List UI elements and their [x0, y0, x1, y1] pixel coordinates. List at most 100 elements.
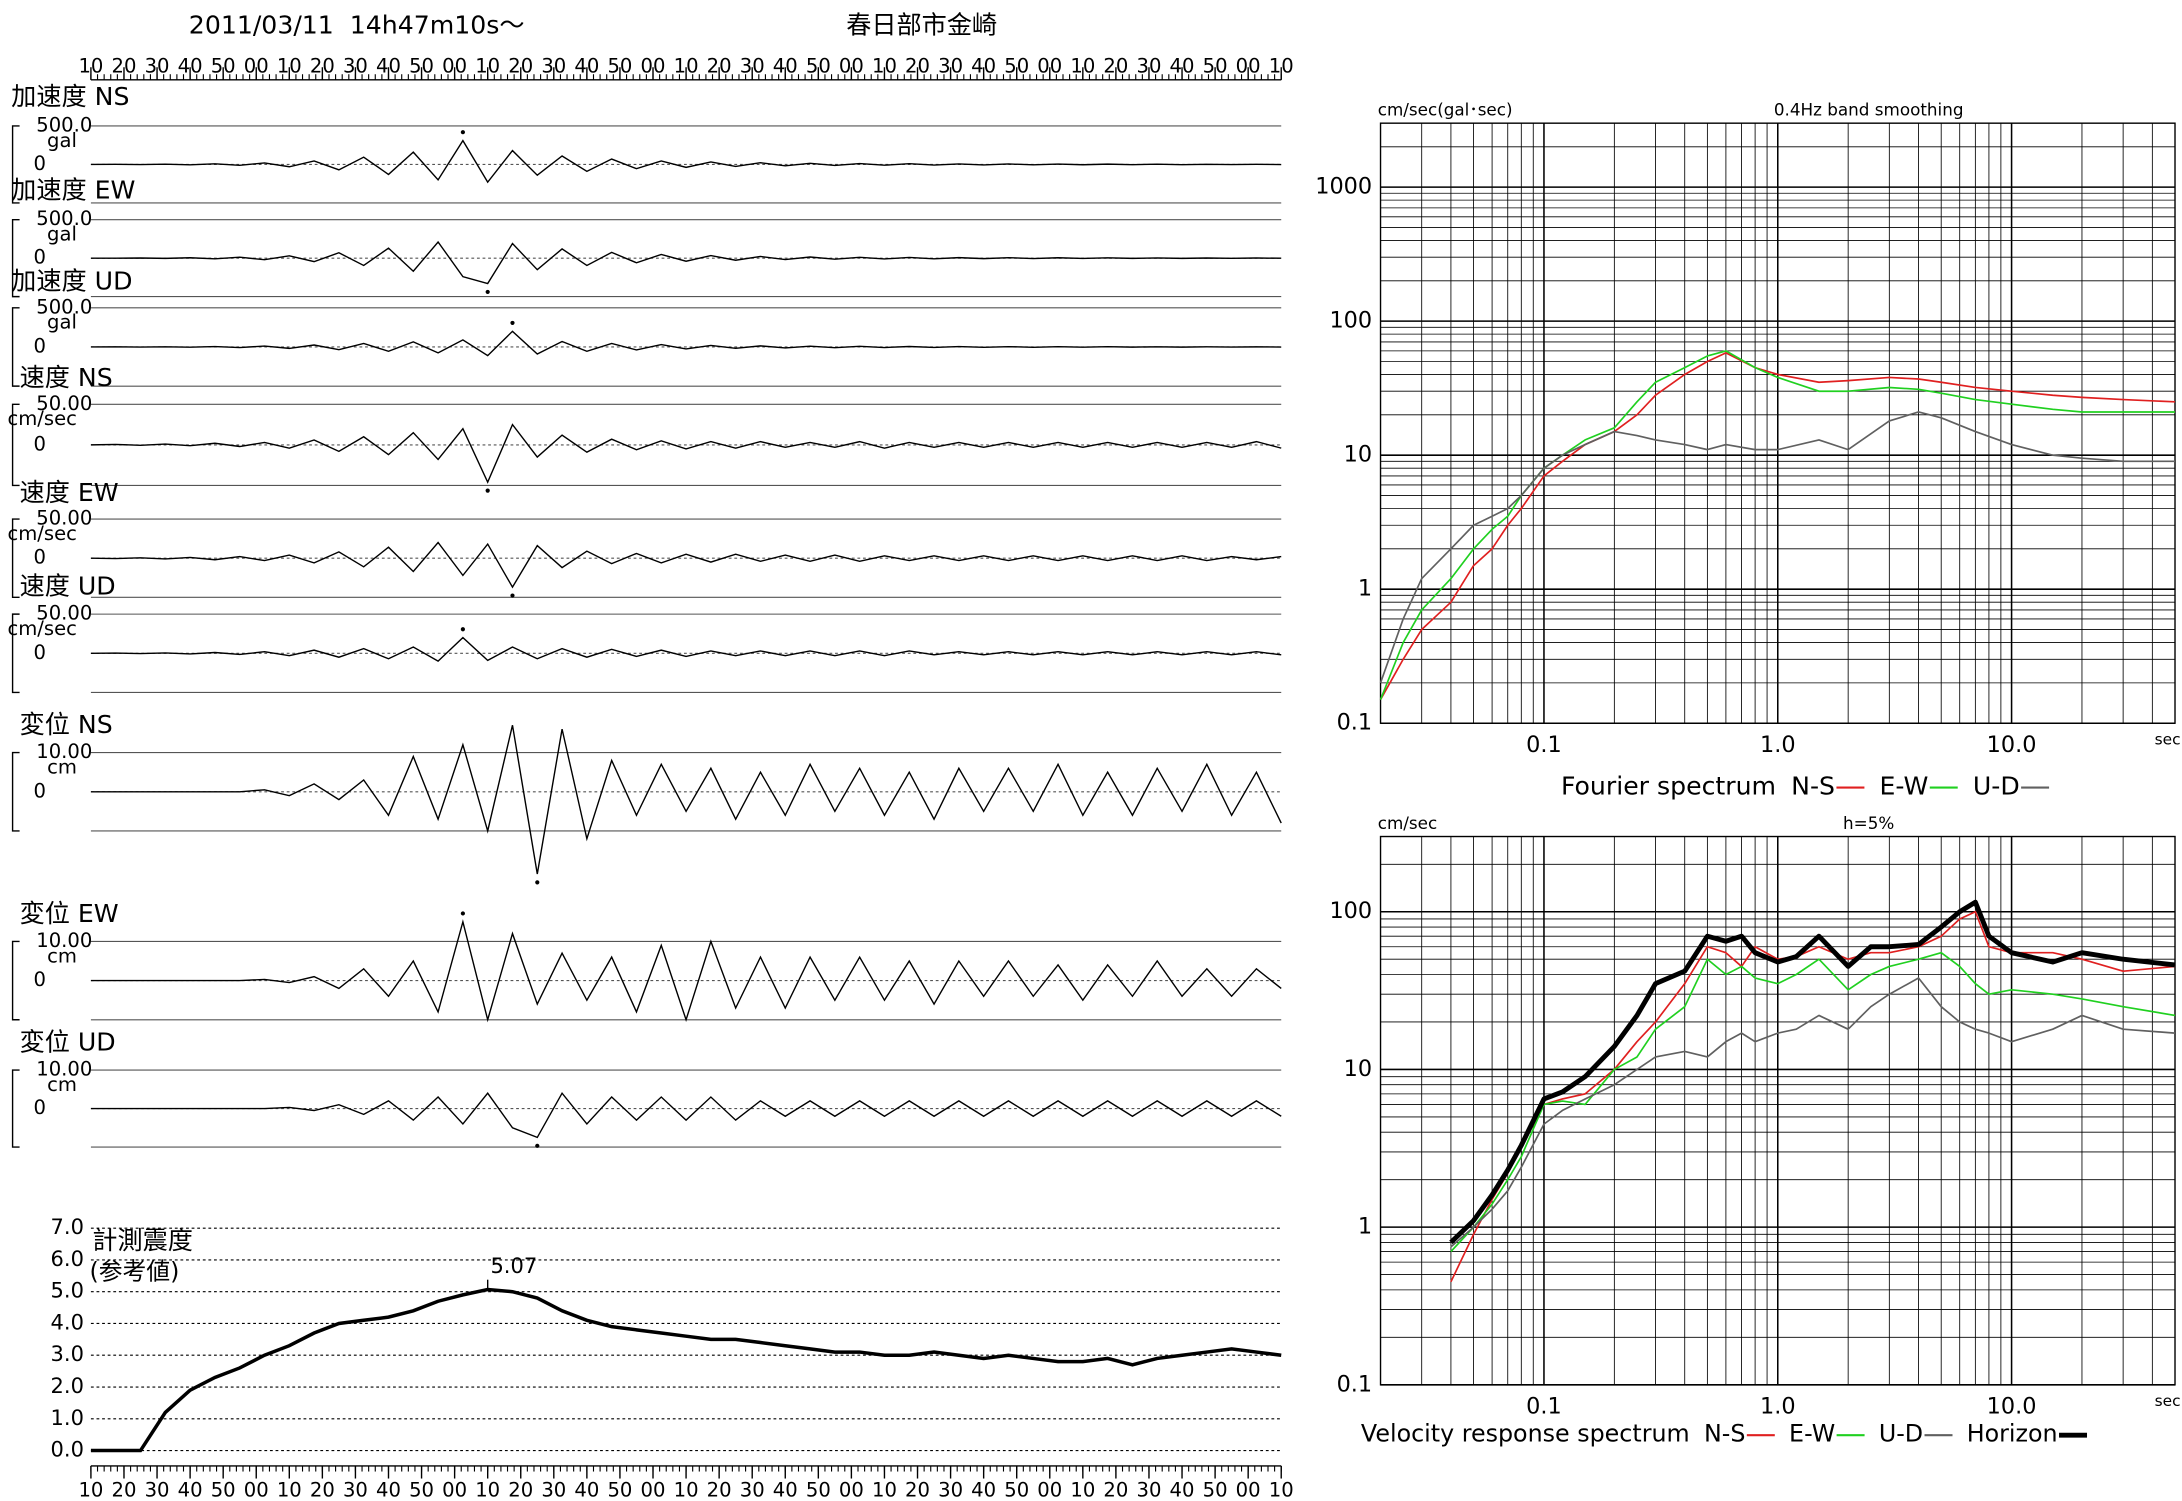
panel-bracket	[11, 751, 20, 832]
peak-dot	[460, 130, 465, 135]
time-tick-label: 50	[1004, 1479, 1029, 1501]
time-tick-label: 00	[641, 1479, 666, 1501]
time-tick-label: 40	[574, 55, 599, 78]
waveform	[90, 423, 1282, 484]
unit-label: cm/sec	[7, 407, 76, 430]
time-tick-label: 10	[475, 1479, 500, 1501]
waveform	[90, 139, 1282, 184]
peak-dot	[460, 911, 465, 916]
time-tick-label: 20	[310, 55, 335, 78]
legend-label: U-D	[1879, 1420, 1923, 1448]
panel-bracket	[11, 518, 20, 599]
unit-label: cm	[47, 755, 77, 778]
time-tick-label: 10	[674, 55, 699, 78]
y-tick-label: 1	[1358, 1214, 1372, 1240]
y-tick-label: 100	[1329, 308, 1372, 334]
unit-label: cm/sec	[7, 522, 76, 545]
time-tick-label: 00	[1037, 55, 1062, 78]
time-tick-label: 10	[475, 55, 500, 78]
legend-label: U-D	[1973, 772, 2020, 801]
time-tick-label: 10	[1269, 1479, 1294, 1501]
time-tick-label: 20	[112, 55, 137, 78]
y-tick-label: 0.1	[1337, 1371, 1373, 1397]
legend-label: E-W	[1880, 772, 1929, 801]
peak-dot	[460, 627, 465, 632]
panel-bracket	[11, 218, 20, 298]
y-tick-label: 50.00	[36, 602, 92, 625]
time-tick-label: 20	[707, 1479, 732, 1501]
time-tick-label: 40	[1170, 55, 1195, 78]
panel-title: 加速度 UD	[11, 267, 132, 296]
panel-title: 速度 NS	[20, 363, 113, 392]
time-tick-label: 30	[343, 55, 368, 78]
time-tick-label: 40	[971, 1479, 996, 1501]
time-tick-label: 10	[872, 1479, 897, 1501]
legend-label: Horizon	[1967, 1420, 2058, 1448]
y-tick-label: 7.0	[51, 1215, 84, 1239]
y-tick-label: 500.0	[36, 113, 92, 136]
time-tick-label: 10	[674, 1479, 699, 1501]
time-tick-label: 00	[1236, 55, 1261, 78]
time-tick-label: 30	[541, 1479, 566, 1501]
time-tick-label: 10	[277, 1479, 302, 1501]
time-tick-label: 40	[971, 55, 996, 78]
y-tick-label: 50.00	[36, 507, 92, 530]
spectrum-line	[1379, 352, 2176, 701]
time-tick-label: 20	[905, 55, 930, 78]
y-tick-label: 0	[34, 641, 46, 664]
time-tick-label: 40	[376, 55, 401, 78]
time-tick-label: 40	[1170, 1479, 1195, 1501]
x-tick-label: 0.1	[1526, 1394, 1562, 1420]
panel-bracket	[11, 940, 20, 1021]
y-tick-label: 10.00	[36, 1058, 92, 1081]
station: 春日部市金崎	[846, 11, 997, 40]
y-tick-label: 0	[34, 334, 46, 357]
unit-label: cm/sec	[7, 617, 76, 640]
x-tick-label: 1.0	[1760, 1394, 1796, 1420]
time-tick-label: 10	[277, 55, 302, 78]
time-tick-label: 00	[1037, 1479, 1062, 1501]
time-tick-label: 40	[178, 1479, 203, 1501]
unit-label: gal	[47, 311, 77, 334]
legend-label: N-S	[1791, 772, 1835, 801]
time-tick-label: 30	[1137, 55, 1162, 78]
peak-dot	[535, 880, 540, 885]
panel-bracket	[11, 307, 20, 387]
time-tick-label: 30	[145, 55, 170, 78]
y-tick-label: 10.00	[36, 740, 92, 763]
unit-label: gal	[47, 129, 77, 152]
y-tick-label: 4.0	[51, 1310, 84, 1334]
peak-dot	[485, 289, 490, 295]
intensity-line	[90, 1287, 1282, 1453]
unit-label: gal	[47, 223, 77, 246]
time-tick-label: 00	[1236, 1479, 1261, 1501]
time-tick-label: 10	[1070, 55, 1095, 78]
x-tick-label: 1.0	[1760, 732, 1796, 758]
time-tick-label: 10	[872, 55, 897, 78]
time-tick-label: 30	[938, 1479, 963, 1501]
y-tick-label: 10	[1344, 442, 1372, 468]
y-tick-label: 1	[1358, 576, 1372, 602]
panel-title: 変位 NS	[20, 710, 113, 739]
y-tick-label: 500.0	[36, 207, 92, 230]
x-tick-label: 10.0	[1987, 1394, 2037, 1420]
time-tick-label: 10	[1070, 1479, 1095, 1501]
y-tick-label: 3.0	[51, 1342, 84, 1366]
time-tick-label: 20	[508, 55, 533, 78]
spectrum-line	[1449, 899, 2176, 1245]
legend-title: Fourier spectrum	[1561, 772, 1776, 801]
time-tick-label: 00	[244, 1479, 269, 1501]
datetime: 2011/03/11 14h47m10s〜	[189, 11, 525, 40]
x-tick-label: 10.0	[1987, 732, 2037, 758]
y-tick-label: 0	[34, 432, 46, 455]
spectrum-line	[1450, 977, 2176, 1248]
time-tick-label: 00	[839, 1479, 864, 1501]
time-tick-label: 00	[442, 55, 467, 78]
y-tick-label: 50.00	[36, 392, 92, 415]
panel-title: 変位 EW	[20, 899, 119, 928]
time-tick-label: 30	[343, 1479, 368, 1501]
time-tick-label: 10	[78, 1479, 103, 1501]
peak-dot	[510, 593, 515, 598]
time-tick-label: 20	[1103, 55, 1128, 78]
